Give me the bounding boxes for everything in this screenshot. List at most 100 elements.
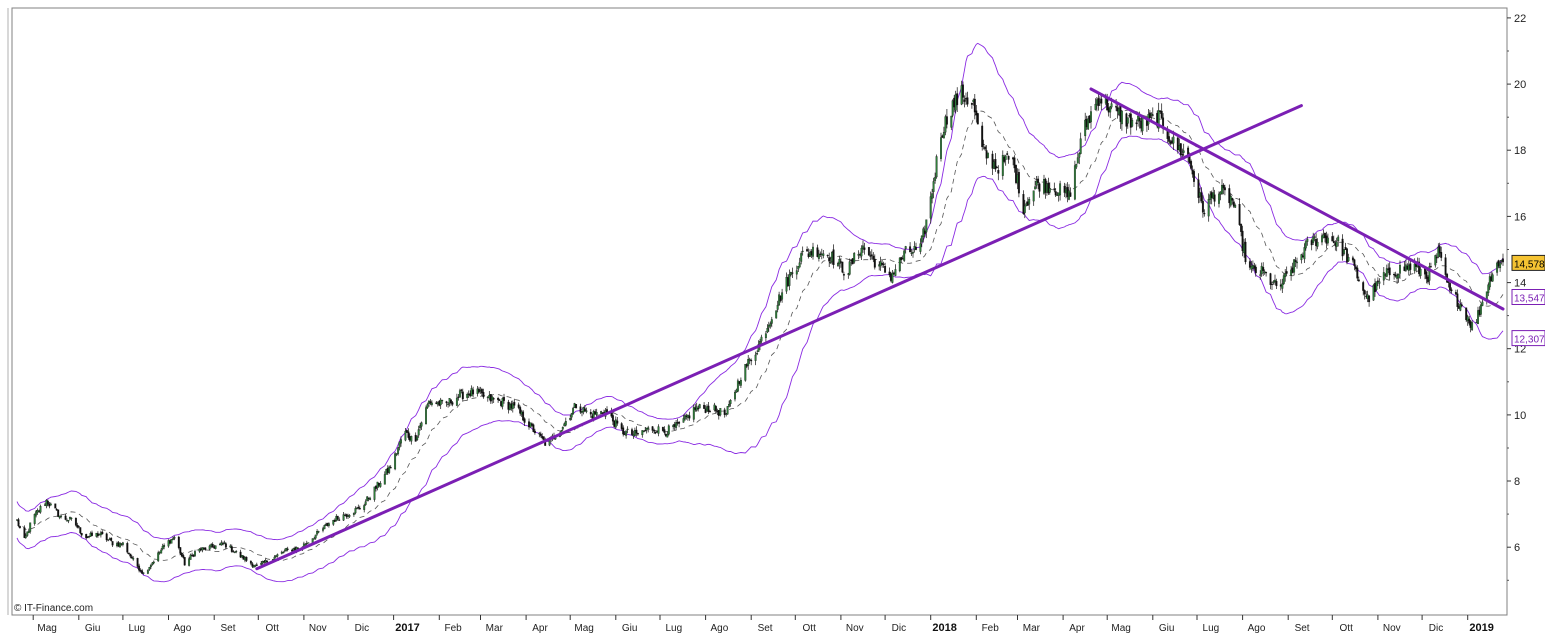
candle — [1231, 197, 1234, 205]
y-tick-label: 22 — [1514, 13, 1526, 25]
candle — [1182, 143, 1185, 157]
candle — [1126, 117, 1129, 129]
candle — [1296, 257, 1298, 269]
candle — [797, 266, 800, 272]
candle — [575, 404, 578, 409]
candle — [1459, 299, 1462, 312]
candle — [641, 430, 644, 438]
candle — [101, 530, 104, 535]
candle — [1001, 150, 1004, 180]
candle — [1032, 190, 1035, 206]
candle — [286, 546, 289, 552]
x-tick-label: Giu — [1159, 623, 1175, 634]
candle — [1240, 223, 1243, 237]
candle — [951, 99, 954, 118]
candle — [1090, 106, 1092, 129]
candle — [255, 562, 258, 566]
candle — [636, 432, 639, 436]
candle — [966, 91, 969, 107]
candle — [141, 568, 144, 574]
candle — [736, 378, 739, 393]
candle — [1502, 253, 1504, 266]
candle — [163, 543, 166, 550]
candle — [70, 517, 73, 521]
candle — [822, 250, 825, 259]
candle — [723, 407, 726, 418]
candle — [533, 428, 536, 435]
candle — [1356, 265, 1359, 281]
candle — [404, 428, 407, 442]
candle — [142, 572, 145, 575]
candle — [1399, 260, 1401, 279]
candle — [894, 264, 897, 277]
candle — [482, 388, 485, 399]
x-tick-label: 2019 — [1469, 622, 1493, 634]
candle — [915, 242, 917, 251]
candle — [734, 390, 736, 402]
candle — [214, 545, 217, 550]
candle — [383, 471, 386, 485]
candle — [538, 431, 541, 438]
candle — [982, 139, 985, 150]
candle — [663, 426, 666, 435]
candle — [332, 519, 335, 526]
candle — [24, 533, 27, 539]
x-tick-label: Dic — [1429, 623, 1443, 634]
candle — [728, 400, 731, 408]
candle — [111, 541, 114, 547]
candle — [572, 406, 575, 415]
x-tick-label: Giu — [85, 623, 101, 634]
candle — [1023, 199, 1026, 219]
candle — [611, 412, 614, 425]
candle — [1368, 295, 1371, 307]
candle — [313, 536, 316, 540]
candle — [354, 506, 357, 515]
candle — [389, 465, 392, 469]
candle — [342, 512, 345, 521]
candle — [1222, 183, 1225, 195]
candle — [935, 154, 938, 179]
candle — [419, 422, 422, 431]
candle — [564, 417, 567, 427]
candle — [929, 191, 932, 224]
candle — [1015, 164, 1017, 185]
candle — [631, 427, 633, 436]
candle — [204, 547, 207, 551]
candle — [776, 300, 779, 313]
price-labels: 14,578 13,547 12,307 — [1511, 254, 1545, 347]
candle — [585, 407, 588, 414]
y-tick-label: 18 — [1514, 145, 1526, 157]
candle — [750, 358, 753, 366]
candle — [364, 499, 367, 506]
x-tick-label: Ago — [711, 623, 729, 634]
candle — [1013, 155, 1016, 173]
candle — [76, 522, 79, 529]
candle — [522, 410, 525, 422]
candle — [651, 426, 654, 433]
trendlines — [255, 87, 1505, 571]
candle — [764, 331, 767, 343]
candle — [1179, 143, 1182, 158]
candle — [513, 398, 516, 409]
candle — [1232, 199, 1235, 208]
candle — [942, 126, 945, 139]
candle — [645, 428, 648, 434]
x-tick-label: Mag — [37, 623, 56, 634]
candle — [194, 549, 196, 557]
candle — [1034, 180, 1037, 190]
candle — [173, 535, 176, 541]
candle — [1375, 281, 1378, 292]
candle — [970, 102, 973, 109]
y-tick-label: 16 — [1514, 211, 1526, 223]
x-tick-label: Set — [220, 623, 235, 634]
candle — [756, 350, 759, 356]
candle — [869, 251, 872, 261]
candle — [707, 402, 710, 415]
candle — [688, 411, 691, 421]
x-tick-label: 2018 — [932, 622, 956, 634]
candle — [136, 557, 139, 569]
candle — [934, 172, 937, 184]
candle — [397, 447, 400, 456]
candle — [17, 517, 20, 528]
candle — [1313, 234, 1316, 242]
